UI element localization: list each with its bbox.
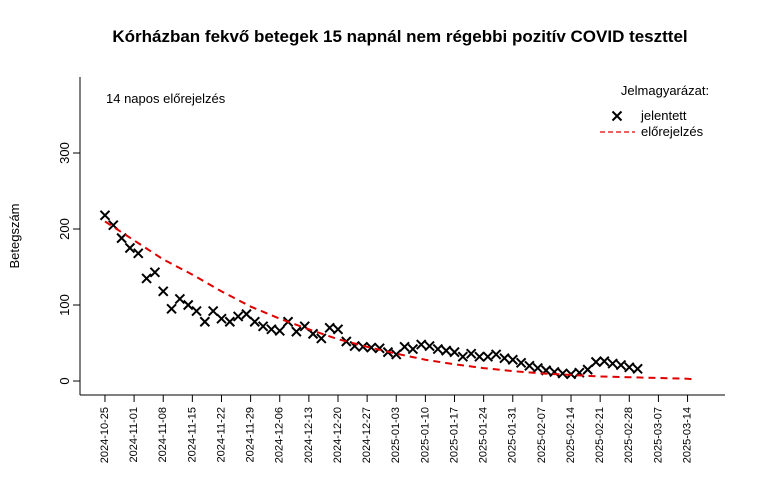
x-tick-label: 2024-12-13 <box>303 407 315 463</box>
data-point <box>307 328 319 340</box>
x-tick-label: 2025-03-14 <box>681 407 693 463</box>
data-point <box>599 356 610 367</box>
data-point <box>133 248 144 259</box>
y-tick-label: 200 <box>57 218 72 240</box>
x-tick-label: 2024-11-01 <box>128 407 140 462</box>
y-axis-label: Betegszám <box>7 203 22 268</box>
data-point <box>440 345 452 356</box>
data-point <box>291 326 302 337</box>
data-point <box>490 349 502 360</box>
chart-title: Kórházban fekvő betegek 15 napnál nem ré… <box>112 27 687 46</box>
data-point <box>507 354 518 365</box>
x-tick-label: 2025-02-21 <box>594 407 606 463</box>
data-point <box>332 324 344 335</box>
data-point <box>391 349 402 360</box>
x-tick-label: 2024-11-15 <box>186 407 198 462</box>
data-point <box>374 343 385 354</box>
legend-symbol <box>611 110 623 122</box>
data-point <box>124 242 136 254</box>
data-point <box>457 351 469 362</box>
data-point <box>632 363 643 375</box>
x-tick-label: 2025-02-28 <box>623 407 635 463</box>
data-point <box>241 308 252 320</box>
data-point <box>416 339 427 350</box>
data-point <box>149 267 161 278</box>
data-point <box>191 305 202 317</box>
data-point <box>449 346 460 358</box>
x-tick-label: 2025-01-03 <box>390 407 402 463</box>
legend-label: jelentett <box>640 108 687 123</box>
data-point <box>624 362 635 373</box>
x-tick-label: 2025-02-14 <box>565 407 577 463</box>
data-point <box>158 286 169 297</box>
data-point <box>607 358 618 369</box>
data-point <box>257 321 269 332</box>
data-point <box>532 362 543 374</box>
x-tick-label: 2024-10-25 <box>99 407 111 463</box>
data-point <box>357 341 369 353</box>
data-point <box>615 359 627 371</box>
data-point <box>324 322 335 334</box>
data-point <box>232 311 244 322</box>
data-point <box>432 343 444 355</box>
data-point <box>366 342 377 353</box>
x-tick-label: 2024-11-08 <box>157 407 169 462</box>
x-tick-label: 2025-01-17 <box>448 407 460 463</box>
data-point <box>166 303 177 315</box>
data-point <box>557 368 568 379</box>
y-tick-label: 0 <box>57 377 72 384</box>
data-point <box>141 273 152 284</box>
data-point <box>174 293 186 305</box>
data-point <box>224 316 236 327</box>
x-tick-label: 2025-01-10 <box>419 407 431 463</box>
data-point <box>249 316 260 327</box>
data-point <box>499 353 510 364</box>
data-point <box>407 343 419 355</box>
data-point <box>207 305 219 317</box>
data-point <box>424 340 435 352</box>
data-point <box>582 364 593 375</box>
data-point <box>182 299 194 311</box>
legend-title: Jelmagyarázat: <box>621 83 709 98</box>
y-tick-label: 100 <box>57 294 72 316</box>
data-point <box>316 333 327 344</box>
data-point <box>524 360 535 372</box>
data-point <box>482 351 494 362</box>
data-point <box>515 357 527 368</box>
data-point <box>474 351 485 362</box>
data-point <box>199 316 211 327</box>
y-tick-label: 300 <box>57 142 72 164</box>
annotation: 14 napos előrejelzés <box>106 91 226 106</box>
x-tick-label: 2024-11-22 <box>215 407 227 462</box>
x-tick-label: 2025-01-24 <box>478 407 490 463</box>
data-point <box>99 210 111 221</box>
data-point <box>399 341 410 353</box>
legend-label: előrejelzés <box>641 124 704 139</box>
x-tick-label: 2025-03-07 <box>652 407 664 463</box>
data-point <box>266 324 277 335</box>
data-point <box>465 348 477 359</box>
x-tick-label: 2024-11-29 <box>245 407 257 462</box>
x-tick-label: 2025-02-07 <box>536 407 548 463</box>
data-point <box>116 232 127 244</box>
x-tick-label: 2024-12-06 <box>274 407 286 463</box>
data-point <box>590 356 602 368</box>
data-point <box>216 313 227 324</box>
data-point <box>274 325 285 337</box>
forecast-line <box>104 220 696 381</box>
x-tick-label: 2025-01-31 <box>507 407 519 463</box>
x-tick-label: 2024-12-20 <box>332 407 344 463</box>
x-tick-label: 2024-12-27 <box>361 407 373 463</box>
